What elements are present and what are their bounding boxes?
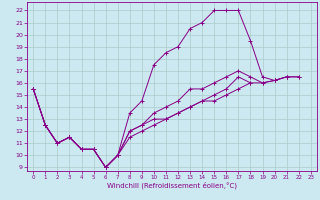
X-axis label: Windchill (Refroidissement éolien,°C): Windchill (Refroidissement éolien,°C)	[107, 182, 237, 189]
